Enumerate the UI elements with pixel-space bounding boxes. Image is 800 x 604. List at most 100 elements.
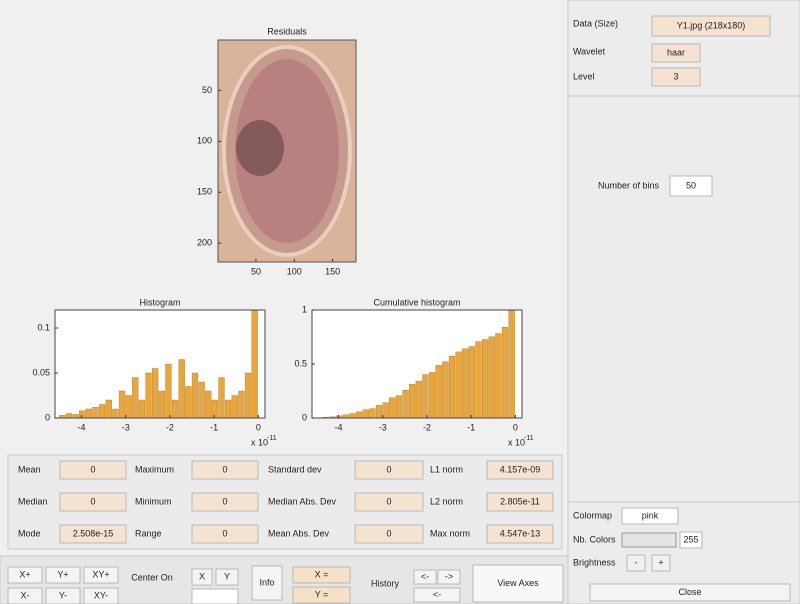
data-value-text: Y1.jpg (218x180): [677, 20, 746, 30]
history-button-text[interactable]: <-: [433, 589, 441, 599]
y-coord-text: Y =: [315, 589, 329, 599]
chart-title: Cumulative histogram: [373, 297, 460, 307]
x-tick-label: 100: [287, 266, 302, 276]
bar: [93, 407, 99, 418]
bar: [119, 391, 125, 418]
y-tick-label: 1: [302, 304, 307, 314]
x-tick-label: -1: [467, 422, 475, 432]
x-tick-label: -4: [78, 422, 86, 432]
zoom-button-text[interactable]: X-: [21, 590, 30, 600]
x-tick-label: -1: [210, 422, 218, 432]
y-tick-label: 50: [202, 85, 212, 95]
bar: [139, 400, 145, 418]
image-blob: [236, 120, 284, 176]
residual-image: [218, 40, 356, 262]
nb-colors-label: Nb. Colors: [573, 534, 616, 544]
center-x-button-text[interactable]: X: [199, 571, 205, 581]
bar: [509, 310, 515, 418]
bar: [112, 409, 118, 418]
x-tick-label: -4: [335, 422, 343, 432]
x-tick-label: -3: [122, 422, 130, 432]
bar: [146, 373, 152, 418]
stat-value-text: 0: [222, 496, 227, 506]
stat-label: L2 norm: [430, 496, 463, 506]
bar: [396, 396, 402, 418]
x-exponent: -11: [524, 435, 534, 442]
bar: [225, 400, 231, 418]
history-button-text[interactable]: <-: [421, 571, 429, 581]
bar: [245, 373, 251, 418]
bar: [383, 403, 389, 418]
nb-colors-input-text[interactable]: 255: [683, 534, 698, 544]
stat-label: Range: [135, 528, 162, 538]
stat-value-text: 4.157e-09: [500, 464, 541, 474]
stat-label: Maximum: [135, 464, 174, 474]
bar: [179, 360, 185, 419]
bar: [369, 409, 375, 418]
bar: [126, 396, 132, 419]
bar: [205, 391, 211, 418]
bar: [232, 396, 238, 419]
brightness-minus-text[interactable]: -: [635, 557, 638, 567]
y-tick-label: 0.05: [32, 367, 50, 377]
bar: [449, 356, 455, 418]
bar: [66, 414, 72, 419]
zoom-button-text[interactable]: Y+: [57, 569, 68, 579]
bins-input-text[interactable]: 50: [686, 180, 696, 190]
bar: [152, 369, 158, 419]
x-tick-label: 0: [513, 422, 518, 432]
zoom-button-text[interactable]: XY+: [92, 569, 109, 579]
zoom-button-text[interactable]: X+: [19, 569, 30, 579]
brightness-plus-text[interactable]: +: [658, 557, 663, 567]
bar: [482, 339, 488, 418]
stat-value-text: 0: [386, 496, 391, 506]
history-button-text[interactable]: ->: [445, 571, 453, 581]
info-button-text[interactable]: Info: [259, 577, 274, 587]
center-field: [192, 589, 238, 604]
bar: [363, 410, 369, 418]
stat-value-text: 0: [386, 464, 391, 474]
bar: [436, 365, 442, 418]
view-axes-button-text[interactable]: View Axes: [497, 578, 539, 588]
bar: [238, 391, 244, 418]
stat-value-text: 4.547e-13: [500, 528, 541, 538]
bar: [252, 310, 258, 418]
center-y-button-text[interactable]: Y: [224, 571, 230, 581]
bar: [73, 414, 79, 418]
bar: [495, 334, 501, 418]
y-tick-label: 0: [302, 412, 307, 422]
y-tick-label: 0.1: [37, 322, 50, 332]
stat-label: Max norm: [430, 528, 470, 538]
nb-colors-slider[interactable]: [622, 533, 676, 547]
bar: [79, 411, 85, 418]
level-label: Level: [573, 71, 595, 81]
zoom-button-text[interactable]: XY-: [94, 590, 108, 600]
bar: [456, 352, 462, 418]
center-on-label: Center On: [131, 572, 173, 582]
bar: [86, 409, 92, 418]
y-tick-label: 0.5: [294, 358, 307, 368]
bar: [403, 390, 409, 418]
x-tick-label: -2: [423, 422, 431, 432]
image-title: Residuals: [267, 26, 307, 36]
stat-value-text: 2.805e-11: [500, 496, 540, 506]
stat-label: L1 norm: [430, 464, 463, 474]
x-tick-label: -2: [166, 422, 174, 432]
wavelet-label: Wavelet: [573, 46, 606, 56]
stat-value-text: 2.508e-15: [73, 528, 114, 538]
bar: [159, 391, 165, 418]
x-coord-text: X =: [315, 569, 329, 579]
bar: [442, 362, 448, 418]
stat-label: Mean: [18, 464, 41, 474]
stat-value-text: 0: [386, 528, 391, 538]
colormap-select-text[interactable]: pink: [642, 510, 659, 520]
chart-title: Histogram: [139, 297, 180, 307]
bar: [376, 405, 382, 418]
stat-value-text: 0: [90, 496, 95, 506]
bar: [356, 412, 362, 418]
close-button-text[interactable]: Close: [678, 587, 701, 597]
y-tick-label: 200: [197, 238, 212, 248]
bar: [469, 347, 475, 418]
zoom-button-text[interactable]: Y-: [59, 590, 67, 600]
data-label: Data (Size): [573, 18, 618, 28]
